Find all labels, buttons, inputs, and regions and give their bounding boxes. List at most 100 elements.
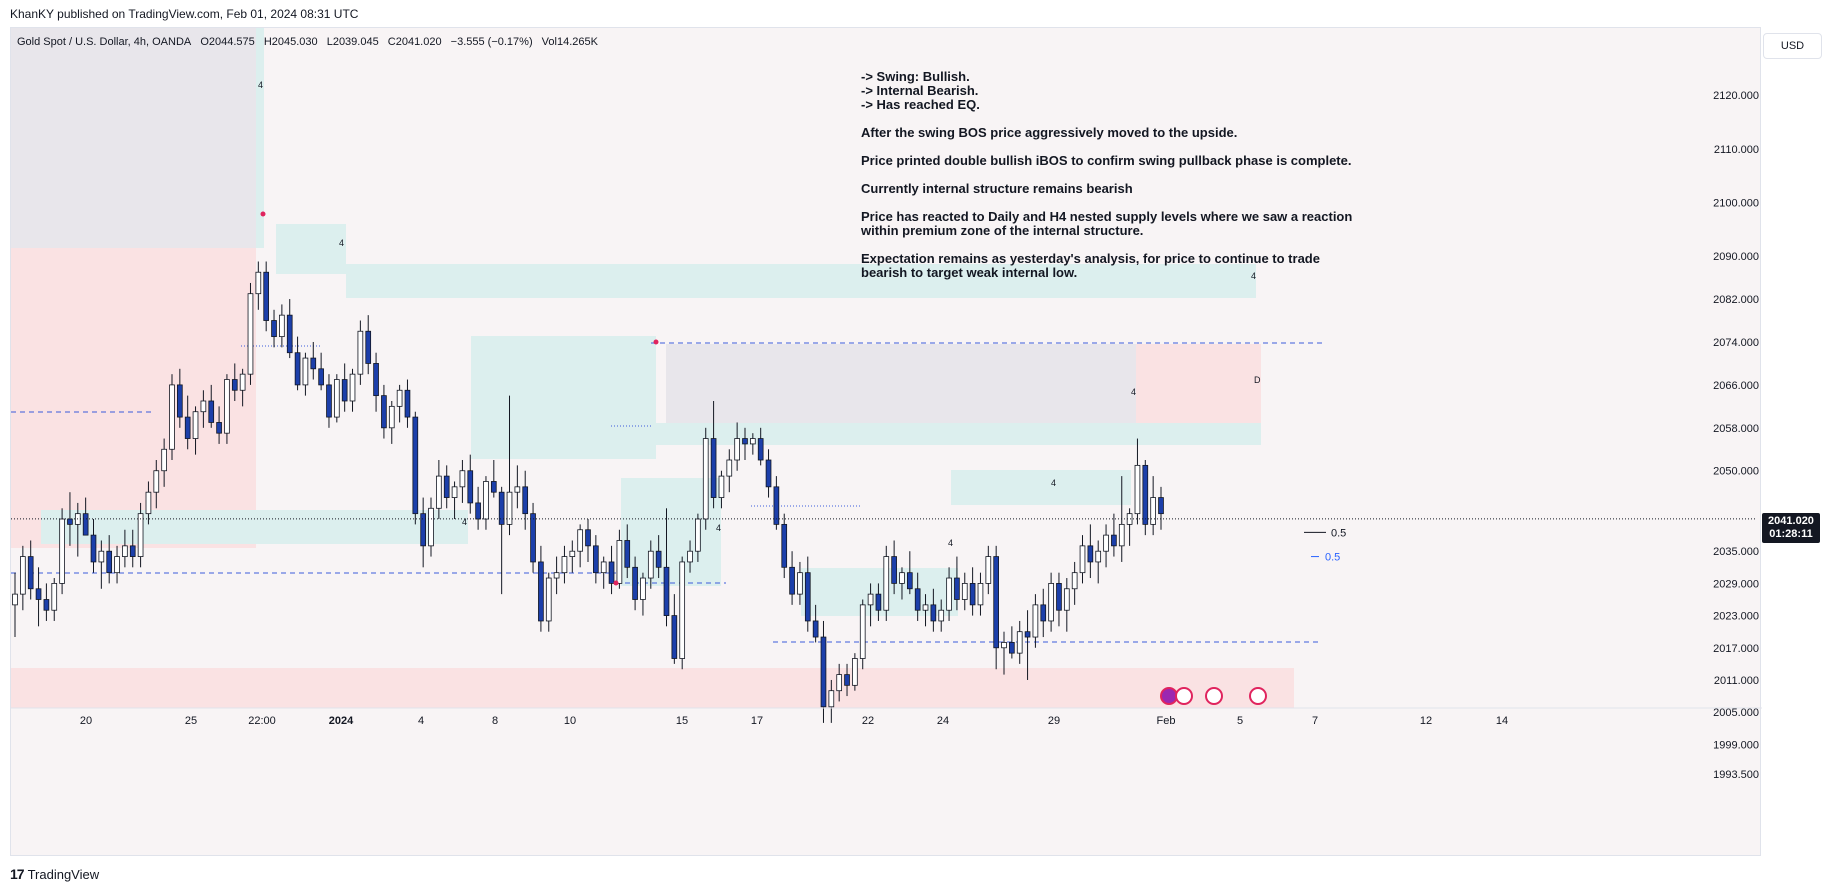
economic-event-icon[interactable]	[1175, 687, 1193, 705]
analysis-bullets: -> Swing: Bullish. -> Internal Bearish. …	[861, 70, 1421, 112]
y-axis-tick: 2120.000	[1713, 90, 1759, 102]
candle-body	[852, 658, 858, 686]
candle-body	[255, 271, 262, 295]
gray-zone	[11, 28, 256, 248]
candle-body	[757, 438, 764, 461]
candle-body	[600, 561, 607, 574]
candle-body	[969, 583, 976, 606]
candle-body	[208, 400, 215, 423]
candle-body	[404, 389, 411, 418]
candle-body	[451, 486, 458, 498]
zone-label: 4	[948, 538, 953, 548]
y-axis-tick: 2017.000	[1713, 643, 1759, 655]
candle-body	[443, 475, 450, 498]
candle-body	[797, 572, 803, 595]
candle-body	[436, 475, 442, 509]
candle-body	[655, 550, 662, 568]
candle-body	[844, 674, 850, 686]
candle-body	[67, 518, 73, 525]
candle-body	[1009, 642, 1015, 654]
candle-body	[522, 486, 529, 515]
y-axis-tick: 2066.000	[1713, 380, 1759, 392]
candle-body	[718, 475, 725, 498]
candle-body	[1071, 572, 1078, 590]
candle-body	[341, 379, 348, 402]
bullet-swing: -> Swing: Bullish.	[861, 69, 970, 84]
candle-body	[177, 384, 183, 418]
candle-body	[200, 400, 207, 413]
candle-body	[1118, 523, 1125, 547]
candle-body	[750, 438, 756, 445]
x-axis-tick: 22:00	[248, 715, 276, 727]
candle-body	[545, 577, 552, 622]
candle-body	[349, 373, 356, 402]
candle-body	[459, 470, 466, 488]
gray-zone	[666, 344, 1136, 424]
x-axis-tick: 24	[937, 715, 949, 727]
candle-body	[679, 561, 686, 659]
symbol-legend: Gold Spot / U.S. Dollar, 4h, OANDA O2044…	[17, 36, 604, 48]
candle-body	[1087, 545, 1094, 563]
candle-body	[333, 379, 340, 418]
pivot-marker	[653, 339, 659, 345]
ohlc-low: L2039.045	[326, 36, 379, 48]
candle-body	[420, 513, 426, 547]
candle-body	[577, 529, 583, 552]
x-axis-tick: 7	[1312, 715, 1318, 727]
candle-body	[490, 481, 497, 493]
bar-countdown: 01:28:11	[1769, 528, 1813, 540]
candle-body	[538, 561, 544, 622]
x-axis-tick: 17	[751, 715, 763, 727]
candle-body	[930, 604, 937, 622]
candle-body	[946, 577, 952, 611]
candle-body	[247, 293, 254, 375]
tradingview-logo[interactable]: 17 TradingView	[10, 866, 99, 882]
economic-event-icon[interactable]	[1205, 687, 1223, 705]
candle-body	[867, 593, 874, 606]
x-axis-tick: 10	[564, 715, 576, 727]
tradingview-brand: TradingView	[27, 866, 100, 882]
candle-body	[467, 470, 474, 504]
candle-body	[169, 384, 175, 450]
eq-level-label: 0.5	[1331, 527, 1346, 539]
candle-body	[184, 416, 191, 439]
y-axis-tick: 2029.000	[1713, 578, 1759, 590]
candle-body	[1032, 604, 1039, 638]
candle-body	[804, 572, 811, 622]
supply-zone	[11, 248, 256, 548]
symbol-name[interactable]: Gold Spot / U.S. Dollar, 4h, OANDA	[17, 36, 192, 48]
bullet-internal: -> Internal Bearish.	[861, 83, 979, 98]
demand-zone	[346, 264, 1256, 298]
candle-body	[1048, 583, 1054, 622]
x-axis-tick: 8	[492, 715, 498, 727]
candle-body	[381, 395, 387, 429]
demand-zone	[276, 224, 346, 274]
currency-button[interactable]: USD	[1763, 33, 1822, 59]
candle-body	[224, 379, 230, 434]
y-axis-tick: 2090.000	[1713, 251, 1759, 263]
candle-body	[310, 357, 317, 370]
eq-level-label: 0.5	[1325, 552, 1340, 564]
candle-body	[231, 379, 238, 391]
candle-body	[812, 620, 819, 638]
chart-pane[interactable]: 4 4 4 4 4 4 4 4 D 0.5 0.5 2120.000 2110.000 2100.000 2…	[10, 27, 1762, 857]
economic-event-icon[interactable]	[1249, 687, 1267, 705]
candle-body	[27, 556, 34, 590]
candle-body	[483, 481, 489, 520]
candle-body	[624, 540, 631, 568]
y-axis-tick: 2023.000	[1713, 611, 1759, 623]
candlestick-chart[interactable]: 4 4 4 4 4 4 4 4 D 0.5 0.5 2120.000 2110.000 2100.000 2…	[11, 28, 1762, 857]
candle-body	[553, 572, 560, 579]
candle-body	[954, 577, 960, 600]
demand-zone	[41, 510, 468, 544]
candle-body	[906, 572, 913, 590]
analysis-paragraph: After the swing BOS price aggressively m…	[861, 125, 1238, 140]
analysis-paragraph: Currently internal structure remains bea…	[861, 181, 1133, 196]
economic-event-icon[interactable]	[1160, 687, 1178, 705]
published-caption: KhanKY published on TradingView.com, Feb…	[10, 7, 359, 21]
candle-body	[51, 583, 58, 611]
candle-body	[1111, 534, 1117, 547]
candle-body	[789, 566, 795, 595]
candle-body	[608, 561, 615, 584]
candle-body	[239, 373, 246, 391]
